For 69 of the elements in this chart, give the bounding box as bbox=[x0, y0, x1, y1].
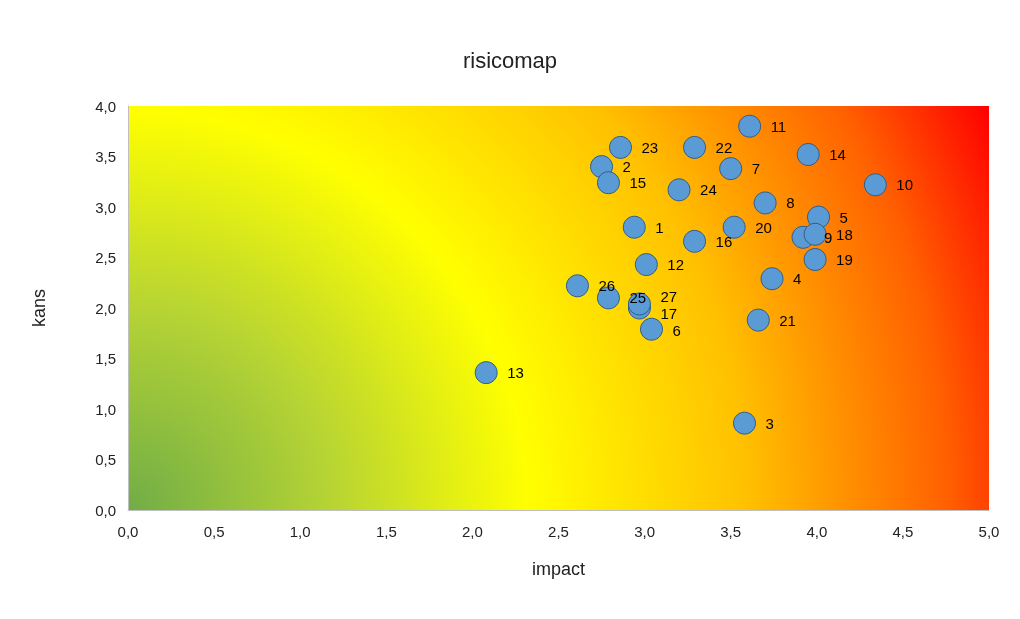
x-axis-title: impact bbox=[531, 559, 586, 579]
point bbox=[565, 274, 589, 298]
y-tick-label: 1,0 bbox=[95, 400, 116, 418]
annotation: 20 bbox=[755, 218, 772, 236]
x-tick-label: 1,0 bbox=[289, 523, 311, 540]
point bbox=[796, 142, 820, 166]
point bbox=[622, 215, 646, 239]
y-axis-title: kans bbox=[29, 288, 49, 328]
point bbox=[803, 248, 827, 272]
chart-title: risicomap bbox=[462, 47, 558, 73]
point bbox=[634, 253, 658, 277]
annotation: 12 bbox=[667, 256, 685, 274]
annotation: 27 bbox=[660, 288, 678, 306]
point bbox=[683, 229, 707, 253]
x-tick-label: 5,0 bbox=[978, 523, 1000, 540]
point bbox=[609, 135, 632, 159]
point bbox=[733, 411, 756, 435]
annotation: 17 bbox=[660, 305, 678, 323]
x-tick-label: 2,5 bbox=[548, 523, 569, 540]
point bbox=[753, 191, 777, 215]
annotation: 14 bbox=[829, 145, 846, 163]
point bbox=[640, 317, 663, 341]
annotation: 22 bbox=[715, 138, 733, 156]
y-tick-label: 4,0 bbox=[95, 97, 116, 115]
annotation: 19 bbox=[836, 251, 853, 269]
y-tick-label: 0,5 bbox=[95, 451, 116, 468]
annotation: 10 bbox=[896, 176, 914, 194]
annotation: 6 bbox=[672, 321, 681, 339]
x-tick-label: 0,0 bbox=[117, 523, 139, 540]
point bbox=[760, 267, 784, 291]
x-tick-label: 3,0 bbox=[634, 523, 656, 540]
point bbox=[596, 171, 620, 195]
y-tick-label: 2,5 bbox=[95, 249, 116, 266]
annotation: 3 bbox=[765, 414, 774, 432]
point bbox=[719, 157, 743, 181]
y-tick-label: 1,5 bbox=[95, 350, 116, 367]
x-tick-label: 4,5 bbox=[892, 523, 914, 540]
annotation: 16 bbox=[715, 232, 733, 250]
x-tick-label: 1,5 bbox=[375, 523, 397, 540]
annotation: 9 bbox=[824, 228, 833, 246]
annotation: 13 bbox=[507, 364, 524, 382]
annotation: 4 bbox=[793, 270, 802, 288]
y-tick-label: 0,0 bbox=[95, 501, 116, 519]
point bbox=[474, 361, 498, 385]
y-tick-label: 3,5 bbox=[95, 148, 116, 165]
x-tick-label: 0,5 bbox=[203, 523, 225, 540]
annotation: 21 bbox=[779, 311, 796, 329]
point bbox=[863, 173, 887, 197]
x-tick-label: 3,5 bbox=[720, 523, 742, 540]
annotation: 25 bbox=[629, 289, 647, 307]
point bbox=[746, 308, 770, 332]
point bbox=[738, 114, 762, 138]
annotation: 5 bbox=[839, 208, 848, 226]
annotation: 15 bbox=[629, 174, 647, 192]
x-tick-label: 2,0 bbox=[461, 523, 483, 540]
annotation: 1 bbox=[655, 218, 664, 236]
point bbox=[667, 178, 691, 202]
point bbox=[683, 135, 707, 159]
annotation: 23 bbox=[641, 138, 659, 156]
annotation: 18 bbox=[836, 225, 853, 243]
annotation: 24 bbox=[700, 181, 717, 199]
x-tick-label: 4,0 bbox=[806, 523, 828, 540]
annotation: 8 bbox=[786, 194, 795, 212]
annotation: 11 bbox=[770, 117, 787, 135]
annotation: 2 bbox=[622, 158, 631, 176]
y-tick-label: 2,0 bbox=[95, 299, 116, 317]
point bbox=[722, 215, 746, 239]
y-tick-label: 3,0 bbox=[95, 198, 116, 216]
annotation: 7 bbox=[751, 160, 761, 178]
